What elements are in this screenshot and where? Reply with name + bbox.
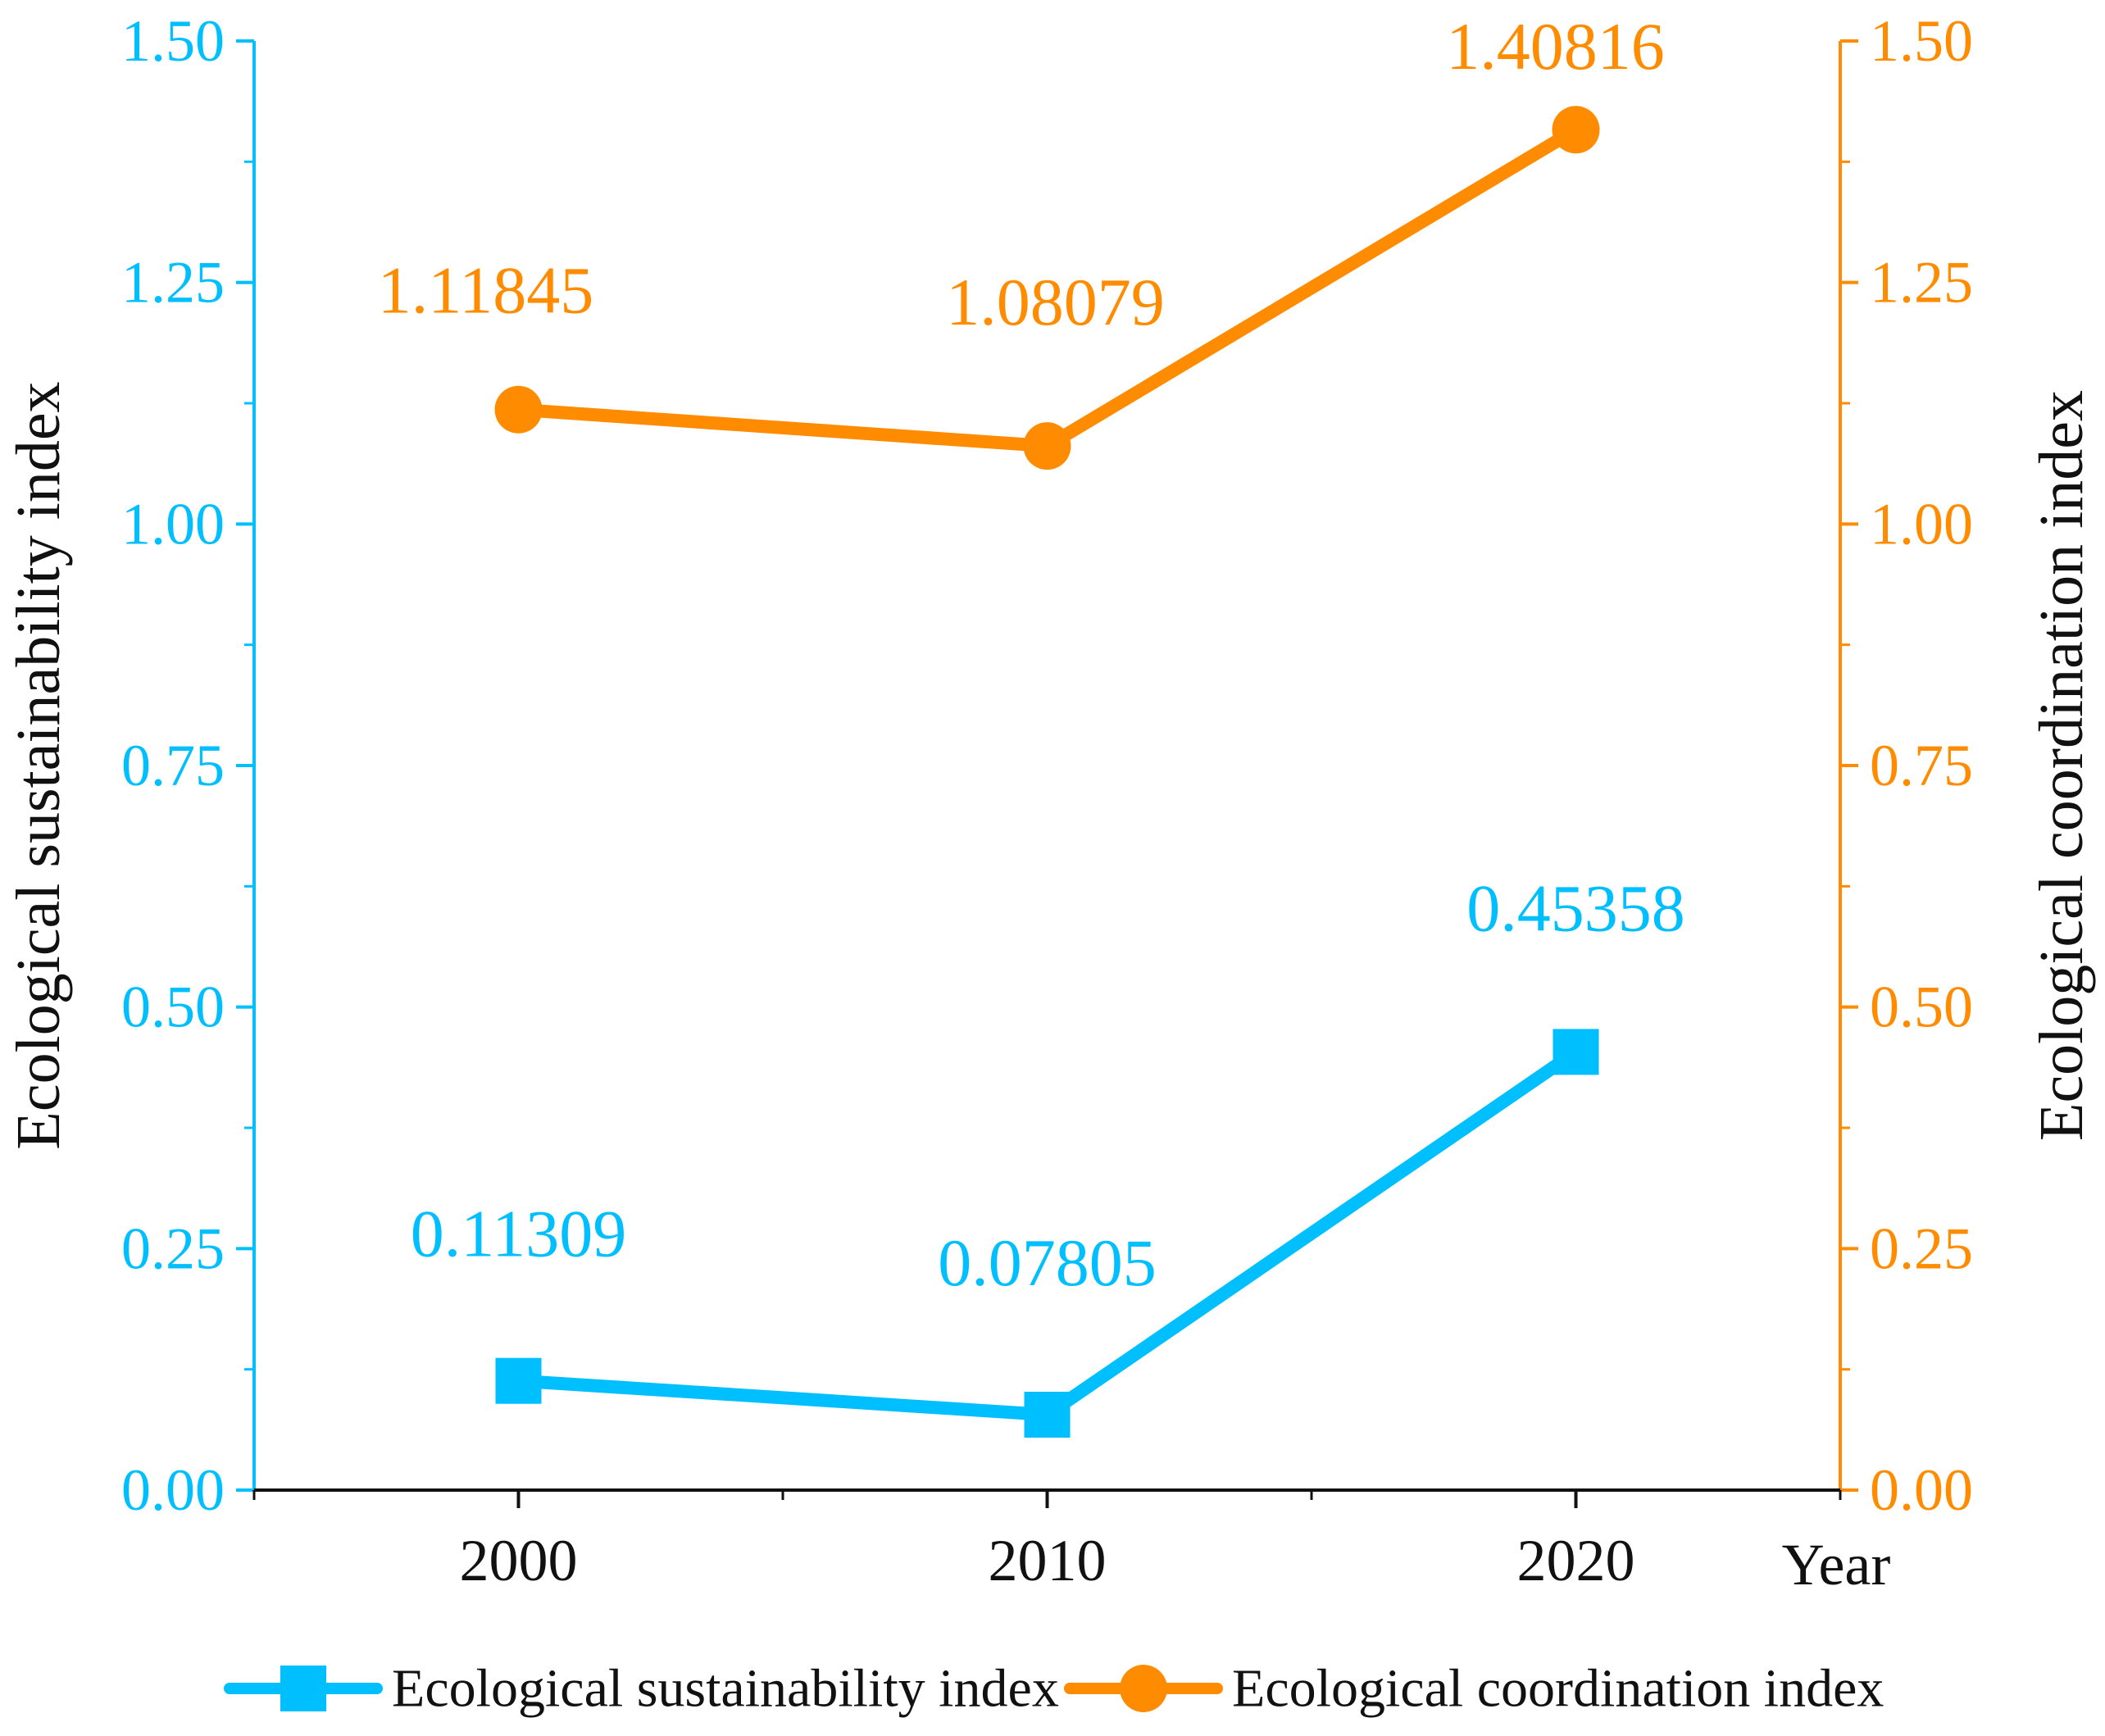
right-axis-tick-label: 1.50 — [1870, 8, 1973, 74]
x-axis-title: Year — [1782, 1532, 1891, 1597]
data-label: 0.07805 — [938, 1225, 1157, 1300]
data-label: 1.08079 — [946, 265, 1165, 339]
legend-marker-circle — [1120, 1665, 1167, 1712]
data-point-circle — [494, 385, 543, 434]
data-point-square — [1553, 1029, 1599, 1075]
right-axis-tick-label: 1.00 — [1870, 491, 1973, 557]
x-axis-tick-label: 2000 — [460, 1528, 578, 1593]
legend-label: Ecological coordination index — [1232, 1659, 1884, 1719]
left-axis-tick-label: 0.00 — [121, 1457, 225, 1523]
right-axis-tick-label: 0.75 — [1870, 733, 1973, 798]
legend-marker-square — [280, 1666, 326, 1711]
data-point-circle — [1023, 422, 1071, 470]
left-axis-tick-label: 1.00 — [121, 491, 225, 557]
left-axis-tick-label: 1.25 — [121, 250, 225, 316]
right-axis-tick-label: 0.50 — [1870, 975, 1973, 1040]
right-axis-tick-label: 0.00 — [1870, 1457, 1973, 1523]
data-point-square — [1024, 1392, 1071, 1438]
data-label: 0.11309 — [411, 1197, 626, 1271]
left-axis-tick-label: 1.50 — [121, 8, 225, 74]
series-group — [494, 106, 1600, 1438]
legend-label: Ecological sustainability index — [392, 1659, 1059, 1719]
x-axis-tick-label: 2020 — [1517, 1528, 1635, 1593]
data-label: 1.40816 — [1446, 9, 1665, 84]
left-axis-tick-label: 0.50 — [121, 975, 225, 1040]
data-point-circle — [1552, 106, 1600, 154]
left-axis-tick-label: 0.25 — [121, 1216, 225, 1281]
data-label: 0.45358 — [1466, 870, 1685, 945]
data-labels-group: 0.11309 0.07805 0.45358 1.11845 1.08079 1.408… — [378, 9, 1685, 1300]
axes-group: 0.00 0.25 0.50 0.75 1.00 1.25 1.50 Ecological s… — [4, 8, 2096, 1597]
legend: Ecological sustainability index Ecologica… — [224, 1659, 1884, 1719]
left-axis-title: Ecological sustainability index — [4, 381, 73, 1149]
data-label: 1.11845 — [378, 253, 593, 328]
right-axis-tick-label: 1.25 — [1870, 250, 1973, 316]
right-axis-tick-label: 0.25 — [1870, 1216, 1973, 1281]
left-axis-tick-label: 0.75 — [121, 733, 225, 798]
x-axis-tick-label: 2010 — [989, 1528, 1107, 1593]
data-point-square — [495, 1357, 542, 1404]
right-axis-title: Ecological coordination index — [2027, 390, 2096, 1141]
